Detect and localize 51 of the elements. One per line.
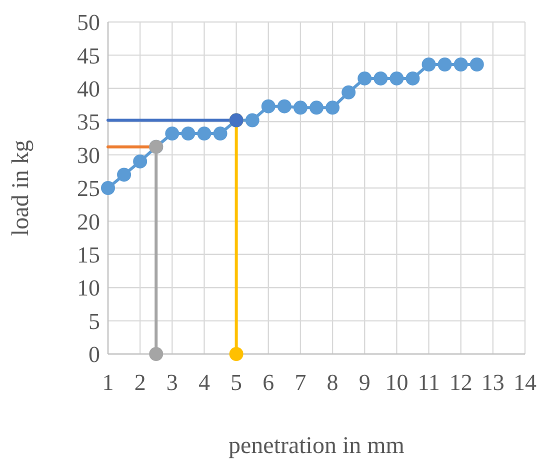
x-tick-label: 1 [102,370,114,395]
x-tick-label: 9 [358,370,370,395]
y-tick-label: 50 [77,10,100,36]
y-tick-label: 45 [77,43,100,68]
point [310,100,324,115]
x-tick-label: 5 [230,370,242,395]
x-tick-label: 3 [166,370,178,395]
y-tick-label: 15 [77,242,100,268]
point [438,57,452,72]
y-axis-title: load in kg [8,140,34,236]
point [197,126,212,141]
x-tick-label: 7 [294,370,306,395]
point [293,100,308,115]
point [181,126,196,141]
point [342,85,356,100]
x-axis-title: penetration in mm [228,433,405,459]
x-tick-label: 11 [418,370,440,395]
point [374,71,388,86]
y-tick-label: 25 [77,176,100,202]
point [149,347,164,361]
point [229,347,244,361]
point [390,71,404,86]
point [277,99,292,114]
y-tick-label: 30 [77,142,100,168]
point [165,126,180,141]
x-tick-label: 6 [262,370,274,395]
y-tick-label: 0 [88,342,100,368]
x-tick-label: 13 [481,370,504,395]
x-tick-label: 12 [449,370,472,395]
point [133,154,148,168]
point [454,57,468,72]
point [326,100,340,115]
y-tick-label: 5 [88,308,100,334]
x-tick-label: 2 [134,370,146,395]
x-tick-label: 10 [385,370,408,395]
point [406,71,420,86]
point [470,57,484,72]
point [261,99,276,114]
point [213,126,228,141]
y-tick-label: 20 [77,209,100,234]
y-tick-label: 35 [77,110,100,135]
point [422,57,436,72]
point [117,168,132,182]
point [101,181,115,195]
point [245,113,260,128]
y-tick-label: 40 [77,76,100,102]
point [358,71,372,86]
x-tick-label: 8 [326,370,338,395]
x-tick-label: 14 [514,370,537,395]
x-tick-label: 4 [198,370,210,395]
y-tick-label: 10 [77,276,100,301]
